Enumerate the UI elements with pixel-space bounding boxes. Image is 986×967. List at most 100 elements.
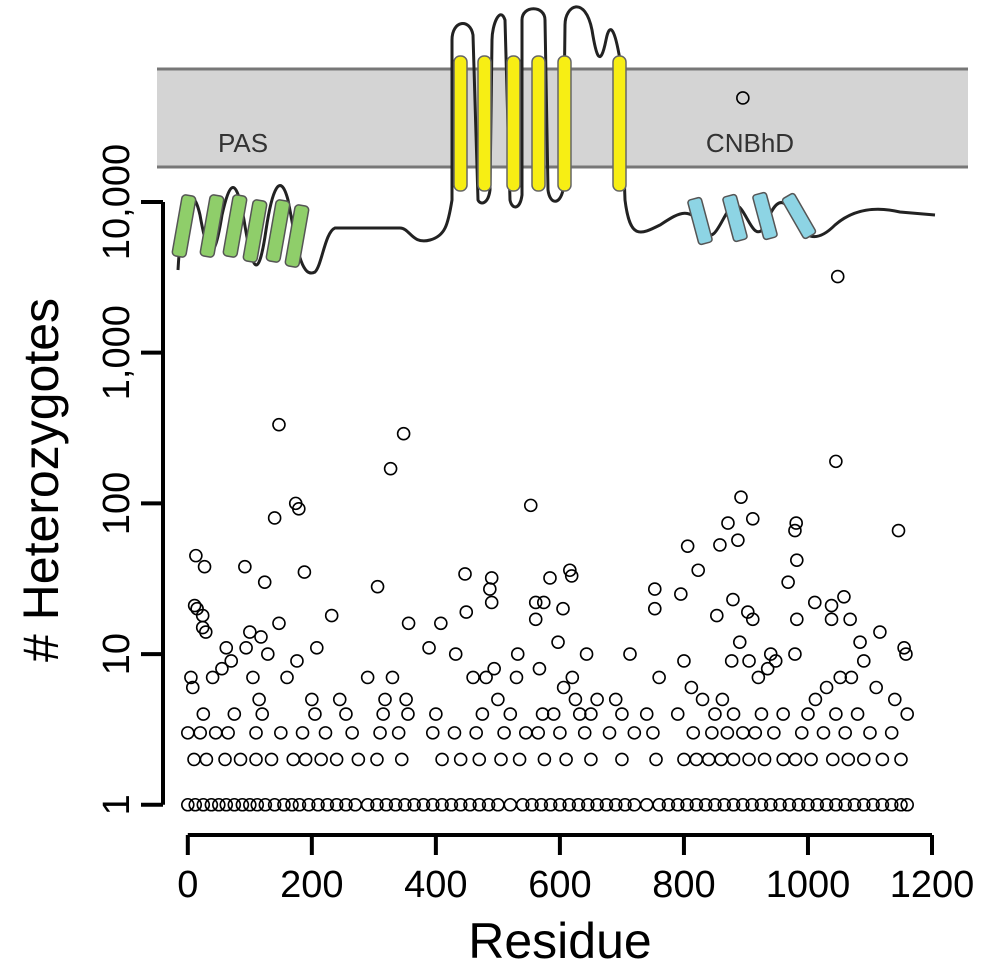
point <box>399 692 413 707</box>
point <box>563 563 577 578</box>
point <box>788 752 803 767</box>
point <box>285 797 299 812</box>
point <box>763 797 778 812</box>
point <box>571 797 586 812</box>
point <box>819 797 834 812</box>
point <box>776 707 790 721</box>
point <box>714 752 728 767</box>
point <box>781 575 795 589</box>
point <box>829 707 843 721</box>
cnbhd-helix <box>722 193 748 243</box>
point <box>850 707 865 721</box>
point <box>590 692 604 707</box>
point <box>618 797 632 812</box>
point <box>537 752 552 767</box>
point <box>348 797 363 812</box>
point <box>518 726 533 740</box>
point <box>720 726 735 740</box>
point <box>639 707 654 721</box>
y-tick-label: 100 <box>96 472 138 535</box>
point <box>444 797 459 812</box>
point <box>721 516 735 530</box>
point <box>856 752 871 767</box>
point <box>196 797 211 812</box>
point <box>264 752 279 767</box>
point <box>838 726 852 740</box>
point <box>204 797 219 812</box>
x-tick-label: 200 <box>280 864 343 906</box>
point <box>732 635 747 649</box>
pas-helix <box>265 199 291 263</box>
point <box>816 726 831 740</box>
point <box>258 797 273 812</box>
point <box>837 589 851 604</box>
point <box>745 512 760 526</box>
point <box>884 726 899 740</box>
point <box>748 726 763 740</box>
point <box>608 797 623 812</box>
point <box>742 752 756 767</box>
x-tick-label: 0 <box>177 864 198 906</box>
point <box>219 641 234 655</box>
point <box>286 752 301 767</box>
point <box>833 670 848 685</box>
point <box>713 538 727 552</box>
point <box>565 670 580 685</box>
y-tick-label: 10,000 <box>96 144 138 260</box>
point <box>562 797 577 812</box>
point <box>897 641 911 655</box>
point <box>602 726 617 740</box>
point <box>487 661 501 676</box>
point <box>788 647 802 661</box>
point <box>308 707 322 721</box>
point <box>528 612 543 627</box>
point <box>187 598 202 613</box>
point <box>215 661 229 676</box>
point <box>249 726 263 740</box>
point <box>853 635 867 649</box>
point <box>584 707 598 721</box>
point <box>767 726 781 740</box>
y-tick-label: 10 <box>96 633 138 675</box>
point <box>689 797 704 812</box>
point <box>710 608 724 623</box>
point <box>401 707 415 721</box>
point <box>543 797 558 812</box>
point <box>199 752 214 767</box>
point <box>863 726 877 740</box>
point <box>453 797 468 812</box>
point <box>899 647 913 661</box>
point <box>825 752 840 767</box>
point <box>829 797 843 812</box>
point <box>726 592 740 607</box>
point <box>773 797 787 812</box>
point <box>891 523 906 538</box>
x-tick-label: 1000 <box>766 864 851 906</box>
point <box>314 752 328 767</box>
point <box>808 692 823 707</box>
point <box>385 670 400 685</box>
point <box>360 797 375 812</box>
point <box>188 797 203 812</box>
point <box>221 726 235 740</box>
point <box>736 726 750 740</box>
point <box>887 692 902 707</box>
point <box>677 654 691 668</box>
point <box>254 630 268 644</box>
point <box>535 707 550 721</box>
point <box>564 569 579 583</box>
point <box>512 752 527 767</box>
point <box>255 707 270 721</box>
point <box>329 797 344 812</box>
x-axis-label: Residue <box>468 913 651 967</box>
point <box>523 498 538 513</box>
point <box>218 752 232 767</box>
point <box>458 567 472 581</box>
point <box>794 726 809 740</box>
point <box>824 612 839 627</box>
point <box>670 797 685 812</box>
point <box>843 612 857 627</box>
point <box>830 269 845 284</box>
point <box>556 680 571 695</box>
point <box>726 752 741 767</box>
